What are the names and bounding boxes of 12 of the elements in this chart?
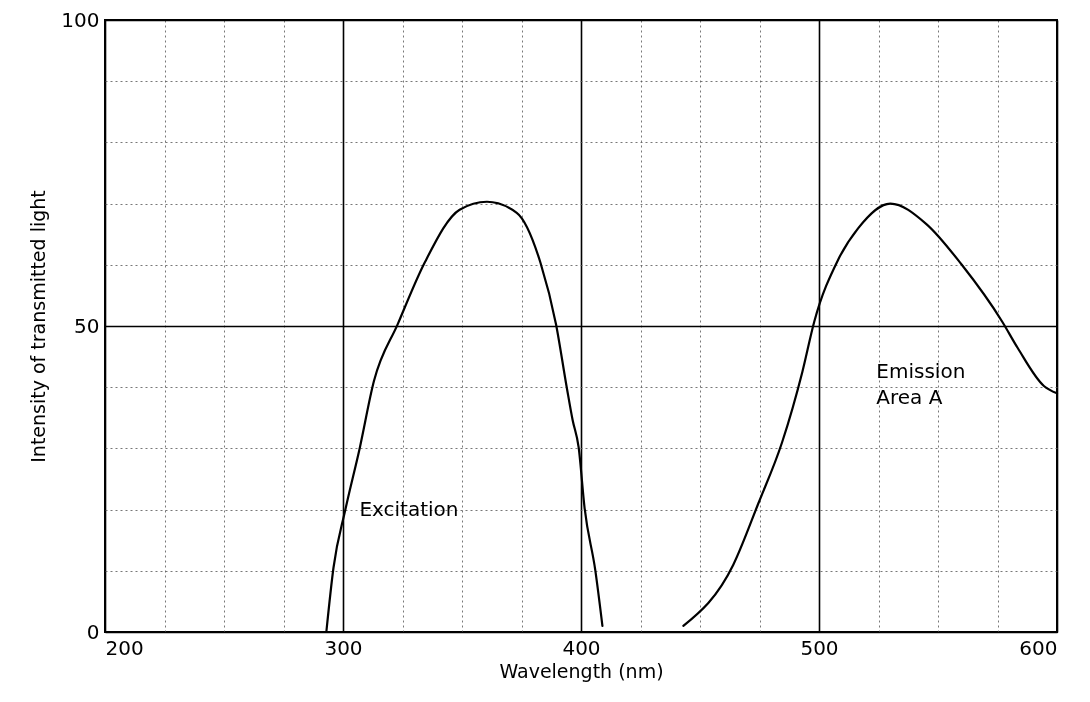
y-tick-label: 100 bbox=[61, 7, 100, 32]
text: Emission Area A bbox=[876, 358, 966, 409]
y-axis-title: Intensity of transmitted light bbox=[27, 190, 50, 463]
series-label: Excitation bbox=[359, 496, 459, 521]
x-tick-label: 600 bbox=[1019, 635, 1058, 660]
y-tick-label: 50 bbox=[74, 313, 100, 338]
y-tick-label: 0 bbox=[86, 619, 100, 644]
x-tick-label: 400 bbox=[562, 635, 601, 660]
x-tick-label: 200 bbox=[105, 635, 144, 660]
x-tick-label: 500 bbox=[800, 635, 839, 660]
x-axis-title: Wavelength (nm) bbox=[499, 659, 664, 682]
x-tick-label: 300 bbox=[324, 635, 363, 660]
